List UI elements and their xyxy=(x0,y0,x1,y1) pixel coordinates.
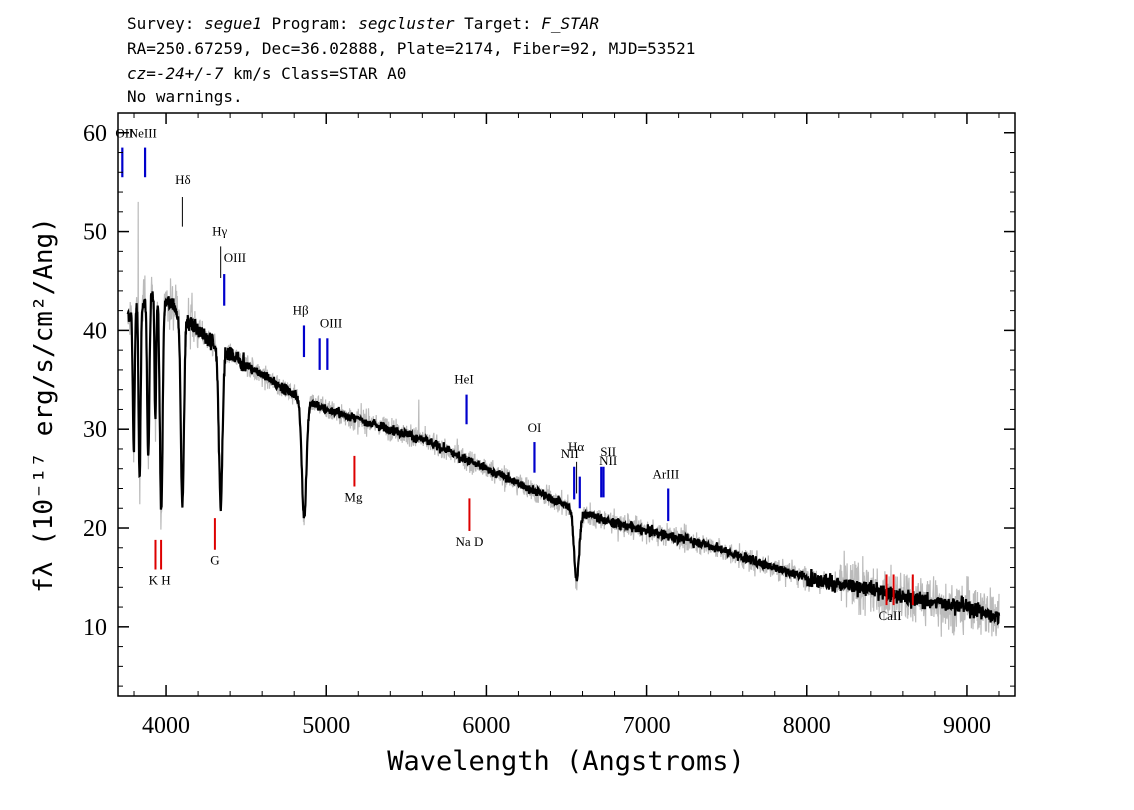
flux-series xyxy=(126,291,1001,626)
line-label: OIII xyxy=(320,315,342,330)
line-label: Hβ xyxy=(293,303,309,318)
y-tick-label: 20 xyxy=(83,516,107,542)
line-label: NeIII xyxy=(129,126,157,141)
line-label: HeI xyxy=(454,372,474,387)
line-label: Hγ xyxy=(212,224,227,239)
y-tick-label: 60 xyxy=(83,121,107,147)
line-label: CaII xyxy=(879,608,902,623)
y-tick-label: 40 xyxy=(83,318,107,344)
line-label: ArIII xyxy=(652,467,679,482)
line-label: Hδ xyxy=(175,172,191,187)
error-band xyxy=(127,201,1000,637)
program-name: segcluster xyxy=(358,14,455,33)
spectral-line-markers: OIINeIIIHδHγOIIIHβOIIIHeIOINIIHαNIISIIAr… xyxy=(115,126,914,623)
axis-ticks: 4000 5000 6000 7000 8000 9000 10 20 30 40 50 60 xyxy=(83,112,1015,739)
plot-frame xyxy=(117,112,1016,697)
y-tick-label: 10 xyxy=(83,615,107,641)
header-line-3: cz=-24+/-7 km/s Class=STAR A0 xyxy=(127,64,406,83)
line-label: Na D xyxy=(456,534,484,549)
y-tick-label: 30 xyxy=(83,417,107,443)
x-tick-label: 6000 xyxy=(462,713,510,739)
line-label: OI xyxy=(528,420,542,435)
line-label: NII xyxy=(599,453,617,468)
line-label: G xyxy=(210,553,219,568)
line-label: SII xyxy=(600,444,616,459)
x-axis-title: Wavelength (Angstroms) xyxy=(387,746,745,777)
header-line-2: RA=250.67259, Dec=36.02888, Plate=2174, … xyxy=(127,39,695,58)
y-tick-label: 50 xyxy=(83,220,107,246)
header-line-1: Survey: segue1 Program: segcluster Targe… xyxy=(127,14,599,33)
line-label: OIII xyxy=(224,250,246,265)
y-axis-title: fλ (10⁻¹⁷ erg/s/cm²/Ang) xyxy=(29,217,59,593)
line-label: K H xyxy=(149,572,171,587)
x-tick-label: 8000 xyxy=(783,713,831,739)
error-trace xyxy=(127,201,1000,637)
target-name: F_STAR xyxy=(541,14,599,33)
line-label: NII xyxy=(561,446,579,461)
line-label: Mg xyxy=(344,489,363,504)
flux-trace xyxy=(126,291,1001,626)
x-tick-label: 4000 xyxy=(142,713,190,739)
x-tick-label: 7000 xyxy=(623,713,671,739)
header-line-4: No warnings. xyxy=(127,87,243,106)
survey-name: segue1 xyxy=(204,14,262,33)
x-tick-label: 9000 xyxy=(943,713,991,739)
line-label: Hα xyxy=(568,439,584,454)
x-tick-label: 5000 xyxy=(302,713,350,739)
